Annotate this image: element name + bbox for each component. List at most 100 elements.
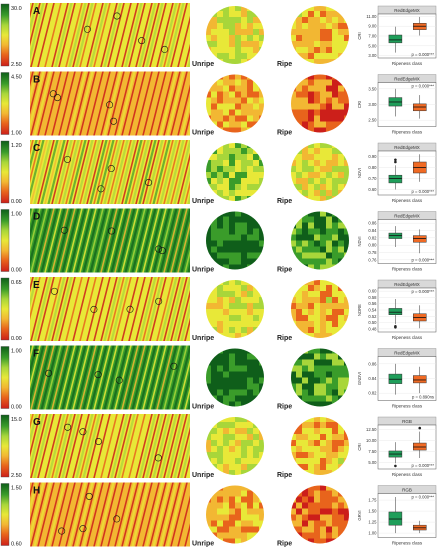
field-stripe — [156, 140, 174, 204]
pixel-tile — [308, 91, 315, 98]
pixel-tile — [217, 327, 224, 334]
pixel-tile — [308, 520, 315, 527]
pixel-tile — [253, 377, 260, 384]
pixel-tile — [314, 422, 321, 429]
pixel-tile — [338, 514, 345, 521]
pixel-tile — [308, 538, 315, 544]
pixel-tile — [253, 383, 260, 390]
pixel-tile — [229, 458, 236, 465]
pixel-tile — [206, 143, 212, 149]
pixel-tile — [235, 264, 242, 270]
pixel-tile — [223, 154, 230, 161]
pixel-tile — [229, 395, 236, 402]
pixel-tile — [235, 280, 242, 286]
field-image-d: D — [30, 208, 190, 273]
pixel-tile — [326, 91, 333, 98]
pixel-tile — [326, 383, 333, 390]
pixel-tile — [320, 470, 327, 475]
pixel-tile — [326, 359, 333, 366]
pixel-tile — [253, 258, 260, 265]
pixel-tile — [302, 395, 309, 402]
pixel-tile — [302, 383, 309, 390]
pixel-tile — [332, 29, 339, 36]
field-stripe — [180, 28, 190, 67]
pixel-tile — [326, 485, 333, 491]
pixel-tile — [291, 216, 297, 223]
pixel-tile — [241, 47, 248, 54]
pixel-tile — [235, 154, 242, 161]
pixel-tile — [235, 23, 242, 30]
pixel-tile — [235, 315, 242, 322]
pixel-tile — [235, 35, 242, 42]
pixel-tile — [217, 246, 224, 253]
pixel-tile — [326, 228, 333, 235]
pixel-tile — [308, 285, 315, 292]
field-stripe — [121, 345, 139, 410]
pixel-tile — [308, 53, 315, 60]
field-stripe — [75, 208, 94, 273]
pixel-tile — [235, 520, 242, 527]
pixel-tile — [229, 91, 236, 98]
pixel-tile — [217, 160, 224, 167]
pixel-tile — [247, 258, 254, 265]
pixel-tile — [302, 184, 309, 191]
pixel-tile — [320, 234, 327, 241]
field-stripe — [30, 277, 38, 308]
pixel-tile — [247, 216, 254, 223]
pixel-tile — [314, 321, 321, 328]
pixel-tile — [332, 190, 339, 197]
field-stripe — [173, 414, 190, 478]
pixel-tile — [206, 309, 212, 316]
pixel-tile — [326, 29, 333, 36]
pixel-tile — [217, 514, 224, 521]
pixel-tile — [291, 11, 297, 18]
pixel-tile — [223, 514, 230, 521]
y-tick-label: 1.75 — [368, 498, 377, 503]
sample-circle — [85, 492, 93, 500]
pixel-tile — [302, 103, 309, 110]
pixel-tile — [302, 496, 309, 503]
field-stripe — [135, 277, 153, 341]
pixel-tile — [259, 291, 264, 298]
field-stripe — [58, 208, 76, 273]
field-stripe — [149, 345, 167, 410]
pixel-tile — [206, 79, 212, 86]
pixel-tile — [314, 526, 321, 533]
pixel-tile — [229, 321, 236, 328]
pixel-tile — [259, 41, 264, 48]
pixel-tile — [253, 353, 260, 360]
field-stripe — [180, 302, 190, 341]
field-stripe — [30, 71, 38, 103]
pixel-tile — [344, 309, 349, 316]
pixel-tile — [217, 348, 224, 354]
pixel-tile — [332, 520, 339, 527]
pixel-tile — [229, 166, 236, 173]
pixel-tile — [291, 178, 297, 185]
pixel-tile — [247, 485, 254, 491]
pixel-tile — [302, 422, 309, 429]
pixel-tile — [320, 464, 327, 471]
pixel-tile — [338, 228, 345, 235]
pixel-tile — [320, 127, 327, 133]
pixel-tile — [235, 353, 242, 360]
pixel-tile — [320, 184, 327, 191]
pixel-tile — [206, 97, 212, 104]
pixel-tile — [332, 35, 339, 42]
pixel-tile — [235, 172, 242, 179]
field-stripe — [40, 414, 59, 478]
pixel-tile — [314, 109, 321, 116]
pixel-tile — [253, 285, 260, 292]
colorbar-min-label: 0.00 — [11, 336, 22, 342]
field-stripe — [33, 140, 52, 204]
pixel-tile — [235, 29, 242, 36]
pixel-tile — [338, 17, 345, 24]
pixel-tile — [332, 377, 339, 384]
pixel-tile — [344, 538, 349, 544]
field-stripe — [149, 140, 167, 204]
field-stripe — [30, 71, 45, 131]
pixel-tile — [308, 246, 315, 253]
pixel-tile — [291, 526, 297, 533]
pixel-tile — [217, 315, 224, 322]
pixel-tile — [326, 458, 333, 465]
pixel-tile — [308, 74, 315, 80]
